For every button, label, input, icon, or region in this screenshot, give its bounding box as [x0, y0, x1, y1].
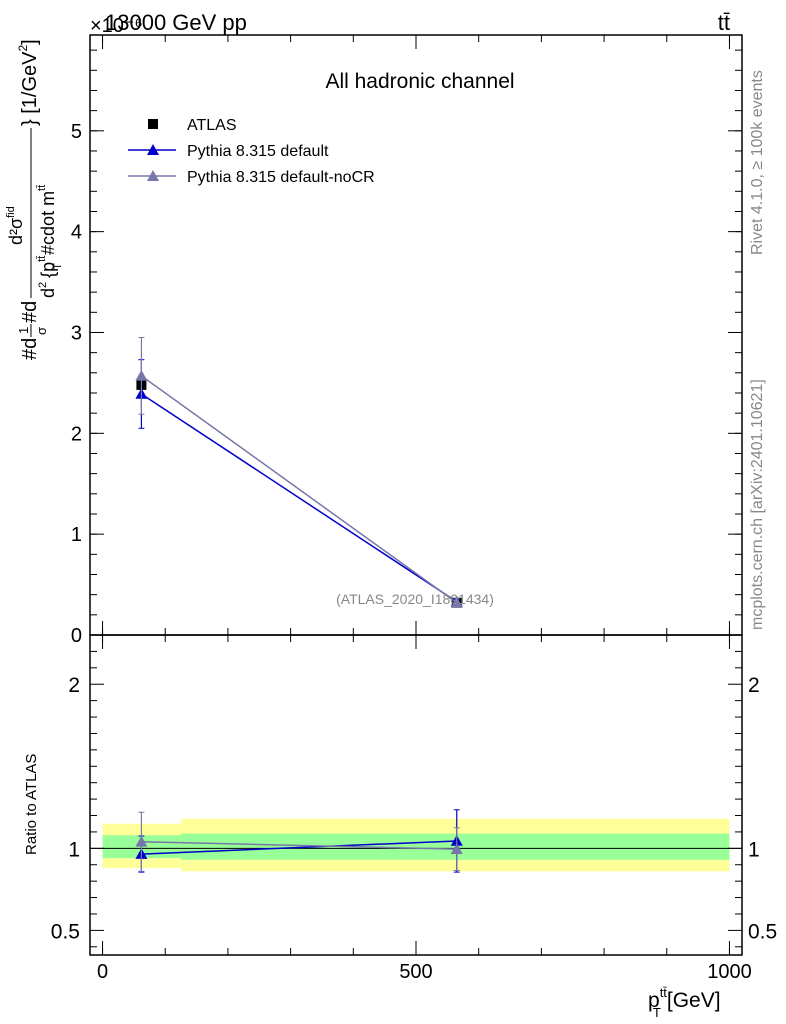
series-line-1	[140, 393, 458, 603]
main-ytick-label: 1	[71, 524, 82, 546]
ratio-series	[135, 809, 463, 873]
main-ytick-label: 2	[71, 423, 82, 445]
ratio-ytick-label: 1	[68, 838, 80, 861]
ylabel-mid: #d	[19, 301, 41, 323]
ratio-point-1	[135, 835, 148, 847]
data-point-2	[450, 596, 463, 608]
process-label: tt̄	[718, 10, 730, 35]
ylabel-frac2-num: d²σfid	[5, 206, 26, 245]
legend-label-nocr: Pythia 8.315 default-noCR	[187, 169, 375, 186]
analysis-annotation: (ATLAS_2020_I1801434)	[336, 591, 494, 607]
ratio-line-0	[141, 840, 457, 855]
main-ytick-label: 4	[71, 222, 82, 244]
legend-label-atlas: ATLAS	[187, 117, 237, 134]
ratio-bands	[102, 818, 730, 872]
mcplots-label: mcplots.cern.ch [arXiv:2401.10621]	[749, 379, 766, 630]
ylabel-left: #d	[19, 338, 41, 360]
xtick-label: 1000	[707, 961, 752, 983]
x-axis-label: ptt̄ T[GeV]	[648, 985, 721, 1020]
ratio-point-1	[450, 843, 463, 854]
data-point-2	[135, 369, 148, 381]
main-axis-ticks: 0 1 2 3 4 5	[71, 35, 742, 647]
ratio-ytick-label-right: 2	[748, 674, 760, 697]
main-y-axis-label: #d 1 σ #d d²σfid d2{ptt̄T#cdot mtt̄ } [1…	[5, 39, 64, 360]
ratio-line-1	[141, 841, 457, 850]
energy-label: 13000 GeV pp	[105, 10, 247, 35]
legend-label-default: Pythia 8.315 default	[187, 143, 329, 160]
ylabel-right: } [1/GeV2]	[16, 39, 41, 126]
ylabel-frac2-den: d2{ptt̄T#cdot mtt̄	[36, 184, 64, 298]
series-line-2	[140, 375, 458, 604]
xtick-label: 500	[399, 961, 432, 983]
ratio-ytick-label-right: 0.5	[748, 920, 777, 943]
main-series	[135, 337, 463, 608]
legend: ATLAS Pythia 8.315 default Pythia 8.315 …	[128, 117, 375, 186]
ylabel-frac1-den: σ	[34, 327, 49, 335]
ratio-ytick-label: 0.5	[51, 920, 80, 943]
xtick-label: 0	[97, 961, 108, 983]
legend-marker-default	[147, 144, 159, 155]
ratio-y-axis-label: Ratio to ATLAS	[23, 754, 40, 855]
main-ytick-label: 0	[71, 625, 82, 647]
main-ytick-label: 3	[71, 322, 82, 344]
ratio-ytick-label-right: 1	[748, 838, 760, 861]
rivet-label: Rivet 4.1.0, ≥ 100k events	[749, 70, 766, 255]
chart-title: All hadronic channel	[325, 70, 514, 93]
ratio-panel-frame	[89, 634, 743, 956]
ratio-axis-ticks: 0.5 0.5 1 1 2 2 0 500 1000	[51, 635, 777, 983]
legend-marker-nocr	[147, 170, 159, 181]
svg-text:#d: #d	[19, 338, 41, 360]
main-ytick-label: 5	[71, 121, 82, 143]
ratio-ytick-label: 2	[68, 674, 80, 697]
legend-marker-atlas	[148, 119, 158, 129]
y-scale-label: ×10⁻⁶	[90, 15, 143, 37]
ylabel-frac1-num: 1	[16, 327, 31, 334]
